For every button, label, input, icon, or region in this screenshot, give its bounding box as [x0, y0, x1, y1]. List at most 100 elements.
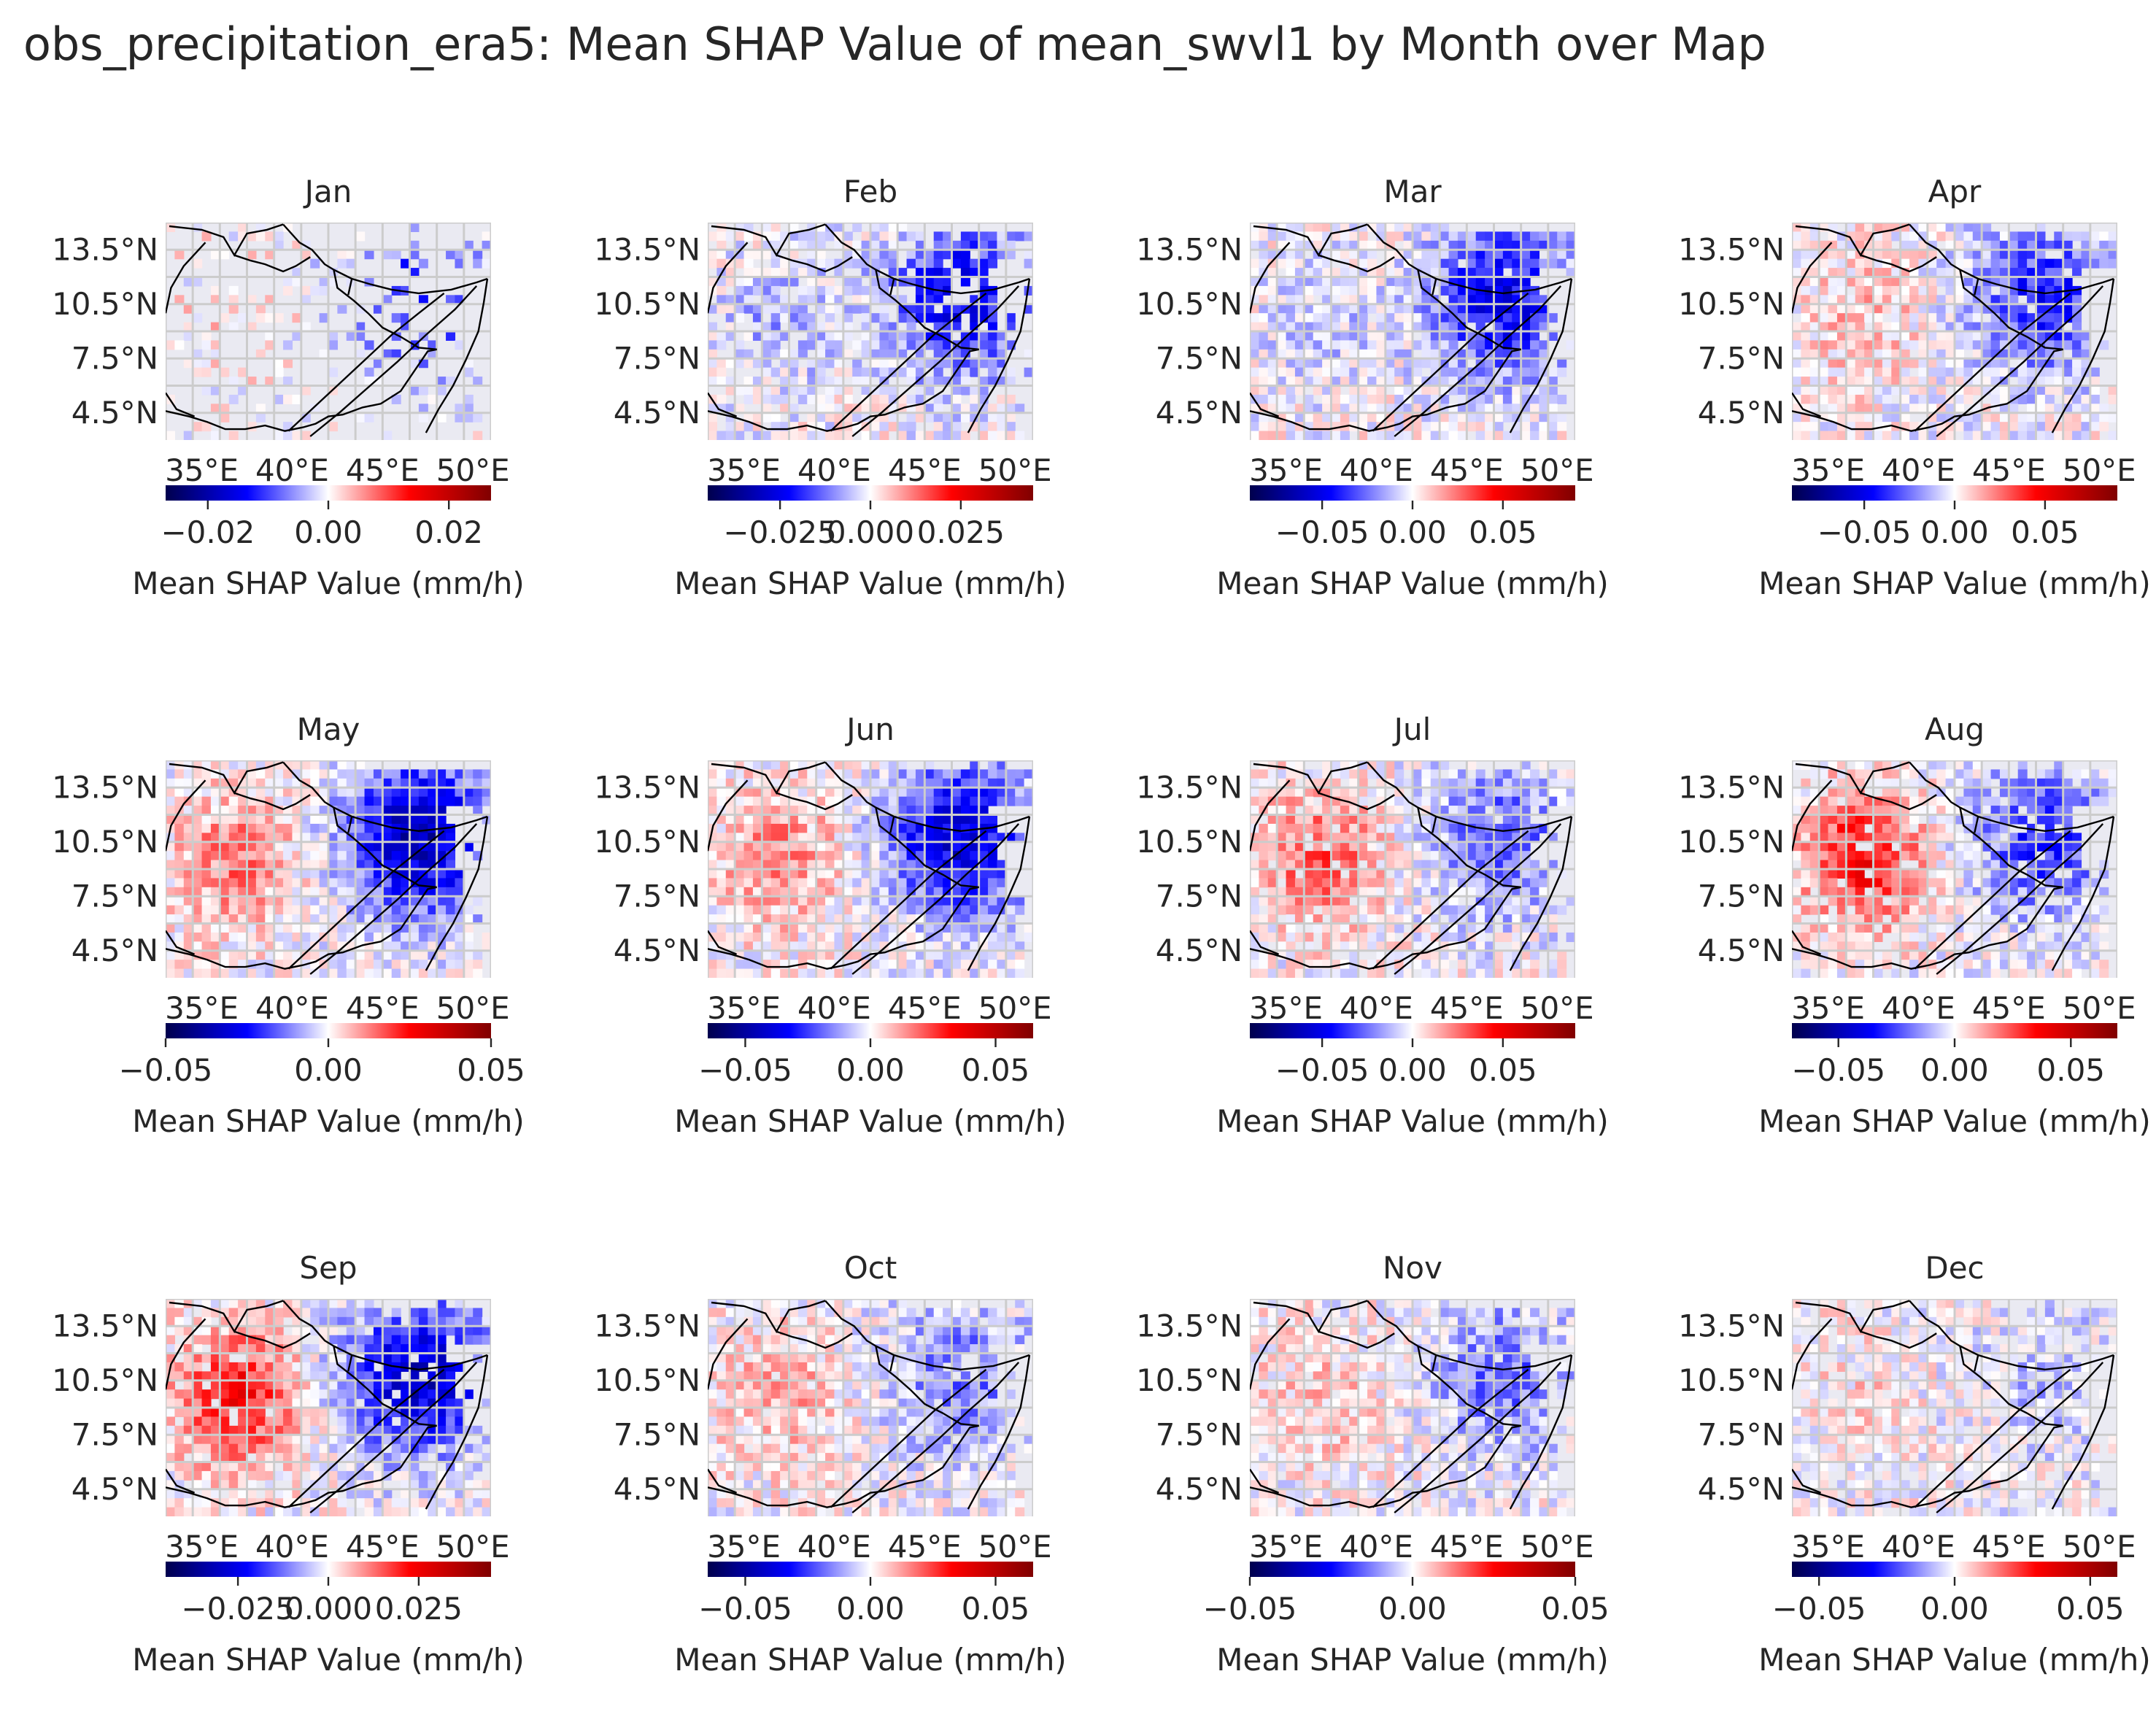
heatmap-cell [1385, 887, 1395, 897]
heatmap-cell [897, 787, 908, 798]
heatmap-cell [770, 258, 781, 269]
heatmap-cell [1819, 394, 1829, 404]
heatmap-cell [1403, 358, 1413, 369]
heatmap-cell [725, 277, 735, 287]
heatmap-cell [1485, 860, 1495, 870]
heatmap-cell [373, 814, 383, 825]
heatmap-cell [1548, 914, 1558, 925]
heatmap-cell [960, 367, 970, 377]
heatmap-cell [816, 769, 826, 779]
heatmap-cell [780, 950, 790, 960]
heatmap-cell [1277, 349, 1287, 359]
heatmap-cell [816, 367, 826, 377]
heatmap-cell [1900, 412, 1910, 423]
heatmap-cell [843, 932, 853, 942]
heatmap-cell [1530, 787, 1540, 798]
heatmap-cell [951, 950, 962, 960]
lat-tick-label: 4.5°N [72, 933, 158, 968]
heatmap-cell [789, 431, 799, 440]
heatmap-cell [2054, 367, 2064, 377]
heatmap-cell [915, 412, 925, 423]
heatmap-cell [1864, 285, 1874, 296]
heatmap-cell [1313, 833, 1323, 843]
heatmap-cell [1313, 313, 1323, 323]
heatmap-cell [1982, 295, 1992, 305]
heatmap-cell [1267, 331, 1278, 342]
heatmap-cell [906, 932, 916, 942]
heatmap-cell [247, 322, 257, 332]
heatmap-cell [183, 358, 193, 369]
heatmap-cell [1267, 869, 1278, 879]
heatmap-cell [743, 869, 754, 879]
heatmap-cell [2017, 422, 2028, 432]
heatmap-cell [1972, 258, 1982, 269]
heatmap-cell [1286, 322, 1296, 332]
heatmap-cell [1792, 340, 1801, 350]
heatmap-cell [1267, 404, 1278, 414]
heatmap-cell [762, 431, 772, 440]
heatmap-cell [708, 358, 717, 369]
heatmap-cell [816, 295, 826, 305]
heatmap-cell [1385, 394, 1395, 404]
heatmap-cell [2081, 431, 2091, 440]
heatmap-cell [1313, 331, 1323, 342]
heatmap-cell [238, 778, 248, 788]
heatmap-cell [1277, 231, 1287, 242]
heatmap-cell [337, 851, 347, 861]
heatmap-cell [328, 869, 338, 879]
heatmap-cell [1259, 860, 1269, 870]
heatmap-cell [1367, 340, 1378, 350]
heatmap-cell [228, 833, 239, 843]
heatmap-cell [228, 304, 239, 314]
heatmap-cell [725, 823, 735, 833]
heatmap-cell [1340, 240, 1350, 250]
heatmap-cell [1918, 367, 1928, 377]
heatmap-cell [970, 787, 980, 798]
heatmap-cell [1963, 422, 1974, 432]
heatmap-cell [292, 806, 302, 816]
heatmap-cell [951, 932, 962, 942]
heatmap-cell [1900, 277, 1910, 287]
heatmap-cell [2072, 322, 2082, 332]
coastlines [166, 223, 489, 437]
heatmap-cell [924, 841, 935, 852]
heatmap-cell [1322, 932, 1332, 942]
heatmap-cell [1349, 367, 1359, 377]
heatmap-cell [1855, 385, 1865, 396]
heatmap-cell [943, 313, 953, 323]
heatmap-cell [1548, 385, 1558, 396]
heatmap-cell [1548, 404, 1558, 414]
heatmap-cell [960, 250, 970, 260]
heatmap-cell [1313, 277, 1323, 287]
heatmap-cell [762, 349, 772, 359]
heatmap-cell [210, 932, 220, 942]
heatmap-cell [816, 869, 826, 879]
heatmap-cell [960, 377, 970, 387]
heatmap-cell [1403, 878, 1413, 888]
heatmap-cell [888, 331, 898, 342]
heatmap-cell [247, 878, 257, 888]
heatmap-cell [1421, 349, 1431, 359]
heatmap-cell [319, 349, 329, 359]
heatmap-cell [708, 367, 717, 377]
heatmap-cell [1494, 869, 1504, 879]
figure-title: obs_precipitation_era5: Mean SHAP Value … [23, 18, 1766, 71]
heatmap-cell [807, 385, 817, 396]
heatmap-cell [220, 841, 230, 852]
heatmap-cell [183, 787, 193, 798]
heatmap-cell [708, 950, 717, 960]
heatmap-cell [1394, 905, 1405, 915]
heatmap-cell [708, 304, 717, 314]
heatmap-cell [1322, 760, 1332, 771]
heatmap-cell [1982, 340, 1992, 350]
heatmap-cell [2044, 412, 2055, 423]
heatmap-cell [401, 313, 411, 323]
heatmap-cell [943, 914, 953, 925]
heatmap-cell [780, 923, 790, 933]
heatmap-cell [1891, 331, 1901, 342]
heatmap-cell [789, 313, 799, 323]
heatmap-cell [915, 258, 925, 269]
heatmap-cell [1440, 412, 1450, 423]
heatmap-cell [2081, 349, 2091, 359]
heatmap-cell [382, 914, 393, 925]
